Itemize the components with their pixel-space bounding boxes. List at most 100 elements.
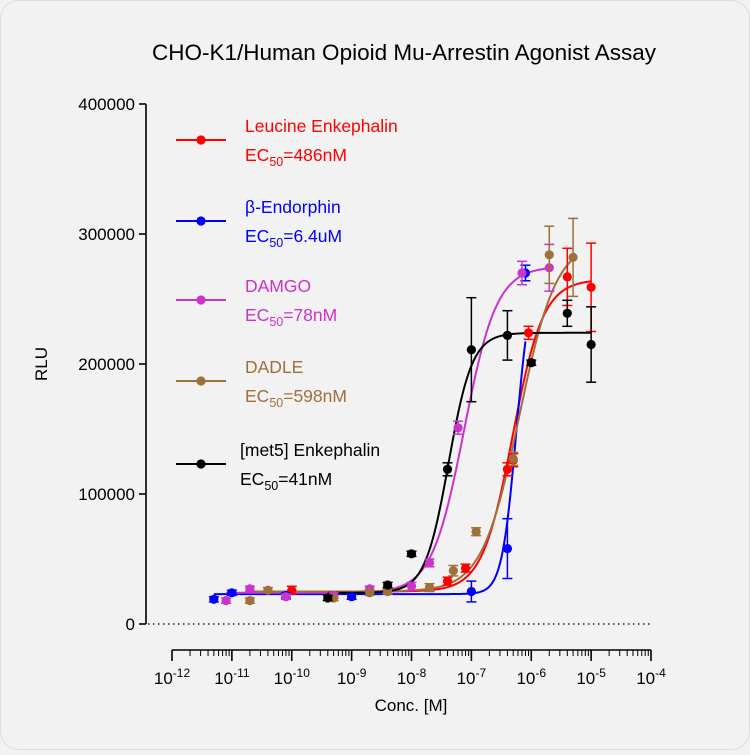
data-point-3-6	[448, 566, 458, 576]
data-point-4-2	[406, 549, 417, 559]
chart-title: CHO-K1/Human Opioid Mu-Arrestin Agonist …	[152, 40, 657, 65]
legend-series-name: DADLE	[245, 357, 303, 377]
x-tick-base: 10	[337, 669, 356, 688]
y-tick-label: 400000	[78, 95, 135, 114]
legend-marker-2	[196, 295, 206, 305]
x-tick-exponent: -10	[293, 666, 311, 680]
x-tick-label: 10-6	[516, 666, 546, 688]
data-point-3-0	[245, 596, 255, 606]
ec50-value: =598nM	[283, 386, 347, 406]
ec50-subscript: 50	[269, 396, 283, 410]
data-point-4-1	[383, 580, 393, 590]
x-tick-label: 10-5	[576, 666, 606, 688]
x-tick-exponent: -11	[233, 666, 250, 680]
data-point-2-7	[453, 423, 463, 433]
x-tick-base: 10	[214, 669, 233, 688]
legend-ec50: EC50=486nM	[245, 145, 347, 169]
data-point-1-4	[466, 586, 476, 597]
legend-series-name: [met5] Enkephalin	[240, 440, 380, 460]
data-point-3-7	[471, 527, 481, 537]
data-point-1-0	[209, 594, 219, 604]
data-point-1-1	[227, 588, 237, 598]
data-point-4-6	[526, 358, 536, 368]
ec50-prefix: EC	[245, 386, 269, 406]
legend-marker-3	[196, 376, 206, 386]
data-point-2-5	[406, 581, 417, 591]
legend-ec50: EC50=6.4uM	[245, 226, 342, 250]
y-tick-label: 200000	[78, 355, 135, 374]
data-point-4-0	[323, 593, 333, 603]
ec50-value: =41nM	[278, 469, 332, 489]
data-point-3-9	[544, 250, 554, 260]
x-tick-label: 10-12	[154, 666, 191, 688]
data-point-2-0	[221, 596, 231, 606]
x-tick-label: 10-11	[214, 666, 250, 688]
data-point-0-7	[586, 282, 596, 292]
legend-series-name: β-Endorphin	[245, 197, 341, 217]
data-point-2-2	[281, 592, 291, 602]
data-points	[208, 217, 597, 606]
x-tick-exponent: -7	[476, 666, 487, 680]
x-tick-label: 10-4	[636, 666, 666, 688]
ec50-subscript: 50	[264, 479, 278, 493]
data-point-0-6	[562, 272, 572, 282]
ec50-prefix: EC	[245, 226, 269, 246]
x-tick-exponent: -6	[535, 666, 546, 680]
x-tick-base: 10	[274, 669, 293, 688]
ec50-prefix: EC	[240, 469, 264, 489]
x-tick-label: 10-10	[274, 666, 311, 688]
data-point-3-5	[424, 583, 435, 593]
legend-series-name: DAMGO	[245, 276, 311, 296]
legend-ec50: EC50=78nM	[245, 305, 337, 329]
data-point-2-6	[424, 558, 435, 568]
x-tick-base: 10	[636, 669, 655, 688]
x-tick-base: 10	[457, 669, 476, 688]
x-tick-exponent: -9	[356, 666, 367, 680]
x-tick-label: 10-7	[457, 666, 487, 688]
data-point-4-8	[586, 339, 596, 350]
data-point-0-1	[442, 576, 453, 586]
legend-series-name: Leucine Enkephalin	[245, 116, 398, 136]
data-point-0-5	[523, 328, 534, 338]
ec50-prefix: EC	[245, 305, 269, 325]
data-point-3-10	[568, 252, 578, 262]
data-point-3-3	[365, 588, 375, 598]
x-tick-base: 10	[516, 669, 535, 688]
x-tick-base: 10	[397, 669, 416, 688]
x-tick-label: 10-9	[337, 666, 367, 688]
ec50-subscript: 50	[269, 236, 283, 250]
data-point-4-5	[502, 330, 513, 340]
y-axis-label: RLU	[32, 347, 51, 381]
data-point-1-3	[347, 592, 357, 602]
legend-ec50: EC50=41nM	[240, 469, 332, 493]
data-point-1-5	[502, 544, 513, 554]
y-tick-label: 300000	[78, 225, 135, 244]
data-point-2-8	[517, 268, 527, 278]
x-tick-label: 10-8	[397, 666, 427, 688]
ec50-subscript: 50	[269, 155, 283, 169]
x-tick-exponent: -12	[173, 666, 191, 680]
y-tick-label: 100000	[78, 485, 135, 504]
x-tick-exponent: -4	[655, 666, 666, 680]
legend-marker-4	[196, 459, 206, 469]
x-tick-exponent: -8	[416, 666, 427, 680]
ec50-value: =486nM	[283, 145, 347, 165]
data-point-3-8	[508, 454, 518, 464]
ec50-value: =6.4uM	[283, 226, 342, 246]
legend-ec50: EC50=598nM	[245, 386, 347, 410]
legend-marker-0	[196, 135, 206, 145]
data-point-4-7	[562, 308, 572, 318]
ec50-prefix: EC	[245, 145, 269, 165]
x-tick-base: 10	[154, 669, 173, 688]
data-point-2-1	[245, 584, 255, 594]
data-point-4-4	[466, 345, 476, 355]
legend-marker-1	[196, 216, 206, 226]
data-point-3-1	[263, 585, 273, 595]
x-tick-base: 10	[576, 669, 595, 688]
ec50-value: =78nM	[283, 305, 337, 325]
data-point-4-3	[442, 464, 453, 474]
x-axis-label: Conc. [M]	[375, 696, 448, 715]
